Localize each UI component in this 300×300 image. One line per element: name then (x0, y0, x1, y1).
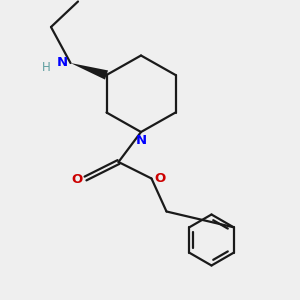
Text: H: H (41, 61, 50, 74)
Text: N: N (56, 56, 68, 69)
Text: O: O (71, 172, 83, 186)
Text: O: O (154, 172, 166, 185)
Polygon shape (70, 63, 108, 80)
Text: N: N (135, 134, 147, 148)
